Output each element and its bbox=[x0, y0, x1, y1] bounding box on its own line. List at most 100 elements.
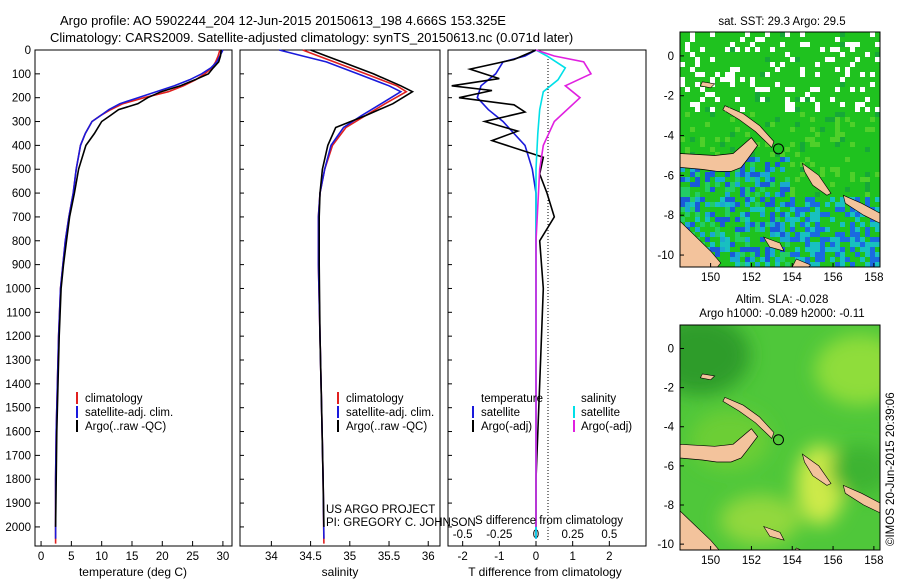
sst-cell bbox=[700, 47, 705, 52]
sst-cell bbox=[735, 167, 740, 172]
sst-cell bbox=[875, 242, 880, 247]
sst-cell bbox=[805, 202, 810, 207]
sst-cell bbox=[875, 262, 880, 267]
lat-tick-label: -6 bbox=[664, 170, 674, 182]
sst-cell bbox=[870, 247, 875, 252]
sst-cell bbox=[695, 167, 700, 172]
sst-cell bbox=[850, 87, 855, 92]
sst-cell bbox=[685, 177, 690, 182]
sst-cell bbox=[855, 252, 860, 257]
sst-cell bbox=[770, 167, 775, 172]
sst-cell bbox=[750, 177, 755, 182]
sst-cell bbox=[875, 112, 880, 117]
sst-cell bbox=[845, 117, 850, 122]
sst-cell bbox=[780, 237, 785, 242]
sst-cell bbox=[855, 102, 860, 107]
sst-cell bbox=[795, 217, 800, 222]
sst-cell bbox=[810, 197, 815, 202]
sst-cell bbox=[825, 212, 830, 217]
land-new-britain bbox=[680, 137, 759, 172]
sst-cell bbox=[815, 247, 820, 252]
sst-cell bbox=[805, 137, 810, 142]
temperature-panel: 0100200300400500600700800900100011001200… bbox=[5, 45, 233, 579]
lon-tick-label: 154 bbox=[783, 272, 803, 284]
sst-cell bbox=[725, 137, 730, 142]
depth-tick-label: 100 bbox=[12, 69, 31, 81]
sst-cell bbox=[830, 217, 835, 222]
sst-cell bbox=[725, 242, 730, 247]
sst-cell bbox=[695, 82, 700, 87]
project-label: US ARGO PROJECT bbox=[326, 504, 435, 516]
difference-panel: -2 -1 0 1 2 -0.5 -0.25 0 0.25 0.5 S difference f… bbox=[447, 49, 647, 579]
sst-cell bbox=[695, 102, 700, 107]
sst-cell bbox=[735, 202, 740, 207]
sst-cell bbox=[755, 47, 760, 52]
sst-cell bbox=[715, 177, 720, 182]
sst-cell bbox=[750, 42, 755, 47]
sst-cell bbox=[795, 252, 800, 257]
sst-cell bbox=[710, 232, 715, 237]
sst-cell bbox=[820, 257, 825, 262]
sst-cell bbox=[830, 117, 835, 122]
sst-cell bbox=[785, 232, 790, 237]
sst-cell bbox=[820, 127, 825, 132]
lat-tick-label: -4 bbox=[664, 422, 675, 434]
sst-cell bbox=[815, 107, 820, 112]
sst-cell bbox=[705, 237, 710, 242]
sst-cell bbox=[770, 252, 775, 257]
lat-tick-label: -2 bbox=[664, 383, 674, 395]
sst-cell bbox=[730, 252, 735, 257]
sla-land bbox=[680, 373, 880, 550]
temperature-axes bbox=[34, 49, 233, 547]
sst-cell bbox=[850, 237, 855, 242]
depth-tick-label: 200 bbox=[12, 93, 31, 105]
sst-cell bbox=[840, 247, 845, 252]
sst-cell bbox=[790, 87, 795, 92]
sst-cell bbox=[760, 197, 765, 202]
sst-cell bbox=[765, 97, 770, 102]
sst-cell bbox=[800, 42, 805, 47]
sst-cell bbox=[695, 182, 700, 187]
sst-cell bbox=[810, 252, 815, 257]
sst-cell bbox=[780, 157, 785, 162]
sst-cell bbox=[840, 32, 845, 37]
sst-cell bbox=[735, 257, 740, 262]
sst-cell bbox=[785, 107, 790, 112]
depth-axis: 0 100 200 300 400 500 600 700 800 900 1000 1100 1200… bbox=[5, 45, 40, 534]
sst-cell bbox=[750, 112, 755, 117]
sla-lon-axis: 150 152 154 156 158 bbox=[701, 546, 883, 567]
sst-cell bbox=[800, 142, 805, 147]
sst-cell bbox=[740, 107, 745, 112]
sst-cell bbox=[765, 252, 770, 257]
sst-cell bbox=[805, 217, 810, 222]
sst-cell bbox=[795, 212, 800, 217]
sst-cell bbox=[870, 262, 875, 267]
sst-cell bbox=[785, 97, 790, 102]
series-line-t-argo bbox=[451, 49, 556, 527]
sst-cell bbox=[690, 102, 695, 107]
sst-cell bbox=[730, 182, 735, 187]
sla-map-frame bbox=[679, 324, 881, 551]
sst-cell bbox=[720, 247, 725, 252]
x-tick-label: 35.5 bbox=[378, 551, 400, 563]
sst-cell bbox=[835, 47, 840, 52]
sst-cell bbox=[745, 247, 750, 252]
temperature-xlabel: temperature (deg C) bbox=[79, 565, 187, 579]
sst-cell bbox=[755, 247, 760, 252]
sst-cell bbox=[870, 257, 875, 262]
sst-cell bbox=[770, 212, 775, 217]
lat-tick-label: -10 bbox=[657, 539, 674, 551]
sst-cell bbox=[870, 82, 875, 87]
sst-cell bbox=[865, 242, 870, 247]
sst-cell bbox=[850, 172, 855, 177]
sst-cell bbox=[830, 237, 835, 242]
sst-cell bbox=[875, 252, 880, 257]
sst-cell bbox=[785, 202, 790, 207]
sst-cell bbox=[700, 232, 705, 237]
sst-cell bbox=[720, 242, 725, 247]
sst-cell bbox=[815, 242, 820, 247]
legend-label-t-argo: Argo(-adj) bbox=[481, 421, 532, 433]
sst-cell bbox=[705, 182, 710, 187]
sst-cell bbox=[770, 182, 775, 187]
sst-cell bbox=[865, 182, 870, 187]
